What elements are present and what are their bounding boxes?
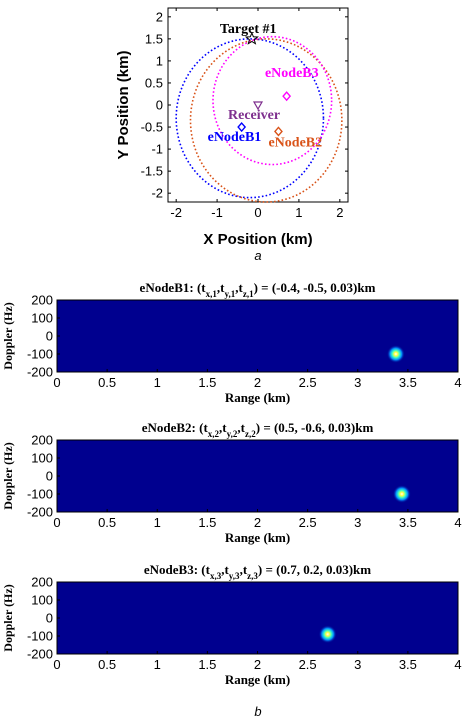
- y-tick-label: 2: [156, 9, 163, 24]
- y-tick-label: 1.5: [145, 31, 163, 46]
- x-tick-label: 3: [354, 657, 361, 672]
- y-tick-label: 200: [31, 433, 53, 448]
- x-tick-label: 1: [154, 375, 161, 390]
- y-axis-label: Doppler (Hz): [1, 302, 15, 369]
- y-tick-label: -100: [27, 629, 53, 644]
- coverage-circle-2: [189, 38, 343, 203]
- x-tick-label: 2: [254, 657, 261, 672]
- x-tick-label: 4: [454, 657, 461, 672]
- heatmap-enodeb2: eNodeB2: (tx,2,ty,2,tz,2) = (0.5, -0.6, …: [1, 420, 462, 545]
- x-axis-label: Range (km): [225, 672, 290, 687]
- caption-a: a: [254, 248, 261, 263]
- caption-b: b: [254, 704, 261, 719]
- ambiguity-peak: [392, 485, 411, 503]
- position-plot: Target #1 Receiver eNodeB1 eNodeB2 eNodeB3 -…: [115, 7, 349, 263]
- x-tick-label: 1.5: [198, 375, 216, 390]
- y-tick-label: -200: [27, 365, 53, 380]
- y-tick-label: 200: [31, 575, 53, 590]
- x-axis-label: Range (km): [225, 530, 290, 545]
- x-axis-label: X Position (km): [203, 231, 312, 248]
- x-tick-label: 3: [354, 375, 361, 390]
- x-tick-label: 0: [53, 657, 60, 672]
- x-tick-label: 2: [254, 515, 261, 530]
- y-tick-label: 200: [31, 293, 53, 308]
- marker-receiver: [252, 101, 264, 111]
- y-tick-label: 100: [31, 451, 53, 466]
- x-tick-label: 0: [254, 205, 261, 220]
- label-enodeb3: eNodeB3: [265, 66, 319, 81]
- x-axis-label: Range (km): [225, 390, 290, 405]
- coverage-circle-1: [175, 38, 325, 199]
- x-tick-label: 1: [154, 515, 161, 530]
- x-tick-label: -1: [211, 205, 223, 220]
- x-tick-label: 3.5: [399, 657, 417, 672]
- y-tick-label: 0.5: [145, 75, 163, 90]
- ambiguity-peak: [386, 345, 405, 363]
- x-tick-label: 3.5: [399, 515, 417, 530]
- x-tick-label: 1.5: [198, 515, 216, 530]
- heatmap-plot-area: [56, 439, 459, 513]
- ambiguity-peak: [318, 625, 337, 644]
- coverage-circle-3: [212, 35, 333, 166]
- node-markers: Target #1 Receiver eNodeB1 eNodeB2 eNodeB3: [208, 22, 322, 151]
- x-tick-label: 3: [354, 515, 361, 530]
- label-enodeb1: eNodeB1: [208, 130, 262, 145]
- marker-enodeb1: [237, 121, 247, 133]
- y-tick-label: 100: [31, 311, 53, 326]
- heatmap-enodeb3: eNodeB3: (tx,3,ty,3,tz,3) = (0.7, 0.2, 0…: [1, 562, 462, 687]
- y-tick-label: 0: [46, 329, 53, 344]
- y-tick-label: 0: [46, 469, 53, 484]
- x-tick-label: 4: [454, 375, 461, 390]
- y-tick-label: -200: [27, 505, 53, 520]
- x-tick-label: 0.5: [98, 657, 116, 672]
- y-tick-label: 0: [156, 98, 163, 113]
- marker-enodeb3: [282, 91, 292, 102]
- marker-enodeb2: [274, 126, 283, 137]
- y-tick-label: -1.5: [141, 164, 163, 179]
- y-axis-label: Doppler (Hz): [1, 442, 15, 509]
- label-enodeb2: eNodeB2: [268, 135, 322, 150]
- y-tick-label: 100: [31, 593, 53, 608]
- y-tick-labels: 2 1.5 1 0.5 0 -0.5 -1 -1.5 -2: [141, 9, 348, 201]
- label-receiver: Receiver: [228, 108, 280, 123]
- x-tick-label: 1: [154, 657, 161, 672]
- heatmap-title: eNodeB1: (tx,1,ty,1,tz,1) = (-0.4, -0.5,…: [140, 280, 376, 299]
- y-axis-label: Doppler (Hz): [1, 584, 15, 651]
- x-tick-label: 0: [53, 515, 60, 530]
- x-tick-label: 0.5: [98, 515, 116, 530]
- label-target-1: Target #1: [220, 22, 277, 37]
- y-tick-label: 1: [156, 53, 163, 68]
- y-tick-label: -100: [27, 347, 53, 362]
- x-tick-label: -2: [170, 205, 182, 220]
- marker-target-1: [244, 31, 259, 45]
- coverage-circles: [175, 35, 343, 203]
- heatmap-title: eNodeB3: (tx,3,ty,3,tz,3) = (0.7, 0.2, 0…: [144, 562, 371, 581]
- y-axis-label: Y Position (km): [115, 51, 132, 160]
- x-tick-label: 1.5: [198, 657, 216, 672]
- x-tick-label: 0: [53, 375, 60, 390]
- position-plot-area: [167, 7, 349, 203]
- x-tick-label: 4: [454, 515, 461, 530]
- y-tick-label: -200: [27, 647, 53, 662]
- heatmap-title: eNodeB2: (tx,2,ty,2,tz,2) = (0.5, -0.6, …: [142, 420, 374, 439]
- y-tick-label: -1: [151, 142, 163, 157]
- x-tick-label: 1: [295, 205, 302, 220]
- y-tick-label: -100: [27, 487, 53, 502]
- x-tick-labels: -2 -1 0 1 2: [170, 8, 343, 220]
- ambiguity-function-plots: eNodeB1: (tx,1,ty,1,tz,1) = (-0.4, -0.5,…: [1, 280, 462, 687]
- x-tick-label: 2: [336, 205, 343, 220]
- x-tick-label: 2.5: [299, 515, 317, 530]
- x-tick-label: 0.5: [98, 375, 116, 390]
- y-tick-label: -2: [151, 186, 163, 201]
- heatmap-plot-area: [56, 581, 459, 655]
- heatmap-enodeb1: eNodeB1: (tx,1,ty,1,tz,1) = (-0.4, -0.5,…: [1, 280, 462, 405]
- y-tick-label: -0.5: [141, 120, 163, 135]
- y-tick-label: 0: [46, 611, 53, 626]
- x-tick-label: 2: [254, 375, 261, 390]
- x-tick-label: 2.5: [299, 657, 317, 672]
- x-tick-label: 3.5: [399, 375, 417, 390]
- x-tick-label: 2.5: [299, 375, 317, 390]
